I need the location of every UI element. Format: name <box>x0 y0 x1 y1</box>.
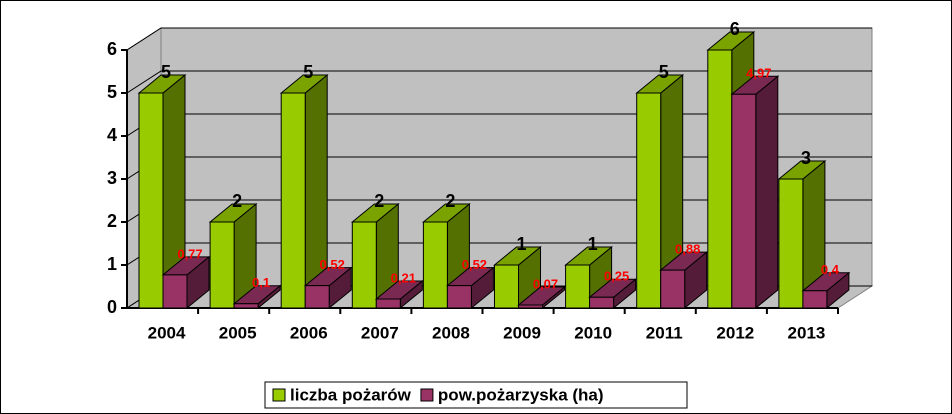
bar-front <box>162 274 188 309</box>
y-tick-label: 0 <box>107 297 117 317</box>
bar-front <box>209 221 235 309</box>
bar-front <box>565 264 591 309</box>
data-label: 0,25 <box>604 269 629 284</box>
bar <box>445 266 495 310</box>
bar-front <box>351 221 377 309</box>
data-label: 4,97 <box>746 66 771 81</box>
bar <box>801 271 851 310</box>
bar-front <box>446 285 472 309</box>
bar-front <box>518 304 543 309</box>
bar <box>730 75 780 310</box>
bar-front <box>802 290 828 309</box>
x-tick-label: 2006 <box>290 323 328 342</box>
y-tick-label: 5 <box>107 82 117 102</box>
bar <box>161 255 211 310</box>
bar-front <box>494 264 519 309</box>
x-tick-label: 2007 <box>361 323 399 342</box>
bar <box>279 73 329 310</box>
y-tick-label: 4 <box>107 125 117 145</box>
grid-line <box>126 27 872 51</box>
bar <box>232 284 282 310</box>
legend-swatch <box>272 388 286 402</box>
bar-front <box>375 298 401 309</box>
x-tick-label: 2011 <box>646 323 683 342</box>
bar <box>303 266 353 310</box>
data-label: 1 <box>588 234 598 254</box>
bar-front <box>731 93 757 309</box>
x-tick-label: 2013 <box>788 323 826 342</box>
data-label: 5 <box>659 62 669 82</box>
bar <box>374 279 424 310</box>
data-label: 0,21 <box>391 270 416 285</box>
legend-box <box>264 381 688 409</box>
x-tick-label: 2004 <box>148 323 186 342</box>
legend-swatch <box>420 388 434 402</box>
data-label: 0,77 <box>177 246 202 261</box>
bar <box>588 278 638 310</box>
legend-label: liczba pożarów <box>290 385 412 404</box>
data-label: 0,52 <box>320 257 345 272</box>
bar <box>517 285 566 310</box>
data-label: 0,4 <box>821 262 840 277</box>
bar <box>208 202 258 310</box>
x-tick-label: 2008 <box>432 323 470 342</box>
y-tick-label: 1 <box>107 254 117 274</box>
x-tick-label: 2009 <box>503 323 541 342</box>
bar-front <box>636 92 662 309</box>
legend-label: pow.pożarzyska (ha) <box>438 385 604 404</box>
data-label: 0,52 <box>462 257 487 272</box>
bar-front <box>304 285 330 309</box>
data-label: 1 <box>516 234 526 254</box>
bar <box>350 202 400 310</box>
bar-side <box>755 75 779 310</box>
data-label: 0,1 <box>252 275 270 290</box>
data-label: 3 <box>801 148 811 168</box>
x-tick-label: 2010 <box>574 323 612 342</box>
data-label: 0,07 <box>533 276 558 291</box>
bar-front <box>707 49 733 309</box>
data-label: 0,88 <box>675 242 700 257</box>
bar-front <box>280 92 306 309</box>
data-label: 2 <box>445 191 455 211</box>
bar <box>137 73 187 310</box>
y-tick-label: 3 <box>107 168 117 188</box>
y-tick-label: 6 <box>107 39 117 59</box>
grid-line <box>126 70 872 94</box>
bar-front <box>233 303 259 309</box>
bar <box>777 159 827 310</box>
bar <box>635 73 685 310</box>
bar-front <box>422 221 448 309</box>
bar <box>659 251 709 310</box>
data-label: 2 <box>232 191 242 211</box>
data-label: 6 <box>730 19 740 39</box>
data-label: 5 <box>303 62 313 82</box>
bar-front <box>778 178 804 309</box>
bar-front <box>660 269 686 309</box>
data-label: 5 <box>161 62 171 82</box>
y-tick-label: 2 <box>107 211 117 231</box>
x-tick-label: 2012 <box>716 323 754 342</box>
x-tick-label: 2005 <box>219 323 257 342</box>
bar-front <box>138 92 164 309</box>
data-label: 2 <box>374 191 384 211</box>
bar-front <box>589 296 615 309</box>
